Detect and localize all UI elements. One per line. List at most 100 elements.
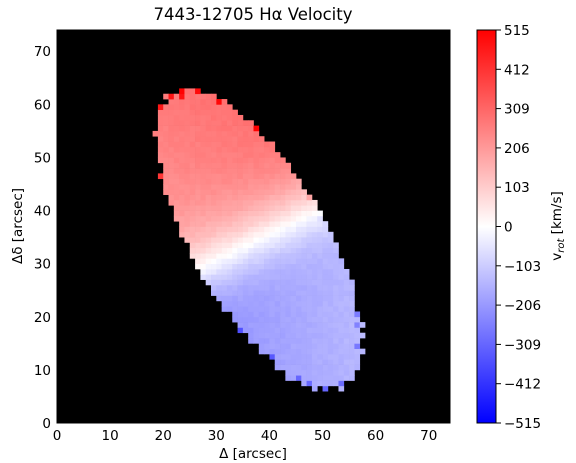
velocity-pixel — [317, 253, 323, 259]
velocity-pixel — [216, 168, 222, 174]
velocity-pixel — [327, 322, 334, 328]
velocity-pixel — [157, 104, 164, 111]
velocity-pixel — [290, 322, 297, 328]
velocity-pixel — [258, 242, 265, 249]
velocity-pixel — [327, 327, 334, 334]
velocity-pixel — [216, 284, 222, 291]
velocity-pixel — [295, 290, 302, 296]
velocity-pixel — [226, 178, 233, 185]
velocity-pixel — [189, 146, 196, 153]
velocity-pixel — [248, 215, 254, 222]
velocity-pixel — [338, 268, 345, 275]
velocity-pixel — [269, 258, 276, 265]
velocity-pixel — [226, 199, 233, 206]
velocity-pixel — [349, 284, 355, 291]
velocity-pixel — [264, 141, 270, 148]
velocity-pixel — [232, 215, 238, 222]
velocity-pixel — [301, 210, 307, 217]
velocity-pixel — [258, 290, 265, 296]
velocity-pixel — [163, 109, 169, 116]
velocity-pixel — [317, 343, 323, 349]
velocity-pixel — [327, 279, 334, 286]
velocity-pixel — [269, 205, 276, 211]
velocity-pixel — [253, 268, 260, 275]
velocity-pixel — [253, 168, 260, 174]
velocity-pixel — [205, 109, 212, 116]
velocity-pixel — [333, 306, 339, 312]
velocity-pixel — [226, 173, 233, 180]
velocity-pixel — [295, 253, 302, 259]
velocity-pixel — [168, 162, 175, 169]
velocity-pixel — [290, 343, 297, 349]
velocity-pixel — [295, 295, 302, 302]
velocity-pixel — [211, 189, 217, 195]
velocity-pixel — [349, 353, 355, 360]
colorbar-tick-label: −515 — [504, 416, 541, 432]
velocity-pixel — [264, 199, 270, 206]
velocity-pixel — [258, 221, 265, 227]
velocity-pixel — [343, 375, 350, 381]
velocity-pixel — [258, 311, 265, 318]
velocity-pixel — [248, 268, 254, 275]
velocity-pixel — [205, 268, 212, 275]
velocity-pixel — [237, 237, 244, 243]
velocity-pixel — [184, 130, 191, 137]
velocity-pixel — [338, 290, 345, 296]
velocity-pixel — [189, 173, 196, 180]
velocity-pixel — [269, 274, 276, 280]
velocity-pixel — [280, 311, 286, 318]
velocity-pixel — [237, 295, 244, 302]
velocity-pixel — [290, 194, 297, 201]
velocity-pixel — [221, 168, 228, 174]
velocity-pixel — [242, 311, 249, 318]
velocity-pixel — [226, 141, 233, 148]
velocity-pixel — [253, 189, 260, 195]
velocity-pixel — [280, 168, 286, 174]
velocity-pixel — [242, 120, 249, 126]
velocity-pixel — [264, 253, 270, 259]
velocity-pixel — [237, 157, 244, 164]
velocity-pixel — [269, 178, 276, 185]
velocity-pixel — [343, 284, 350, 291]
velocity-pixel — [354, 353, 361, 360]
velocity-pixel — [189, 157, 196, 164]
velocity-pixel — [248, 184, 254, 190]
velocity-pixel — [205, 104, 212, 111]
velocity-pixel — [311, 369, 318, 376]
velocity-pixel — [258, 247, 265, 254]
velocity-pixel — [248, 306, 254, 312]
velocity-pixel — [179, 226, 185, 233]
velocity-pixel — [195, 231, 201, 238]
velocity-pixel — [295, 311, 302, 318]
velocity-pixel — [274, 210, 281, 217]
velocity-pixel — [200, 210, 207, 217]
velocity-pixel — [338, 274, 345, 280]
velocity-pixel — [338, 332, 345, 339]
velocity-pixel — [285, 290, 292, 296]
velocity-pixel — [280, 284, 286, 291]
velocity-pixel — [211, 120, 217, 126]
velocity-pixel — [343, 338, 350, 344]
plot-frame — [56, 29, 451, 424]
velocity-pixel — [232, 316, 238, 323]
velocity-pixel — [354, 359, 361, 365]
y-tick-label: 40 — [34, 204, 51, 220]
velocity-pixel — [322, 263, 329, 270]
velocity-pixel — [327, 338, 334, 344]
velocity-pixel — [264, 162, 270, 169]
velocity-pixel — [216, 109, 222, 116]
velocity-pixel — [248, 210, 254, 217]
velocity-pixel — [232, 231, 238, 238]
velocity-pixel — [237, 194, 244, 201]
velocity-pixel — [269, 311, 276, 318]
velocity-pixel — [322, 279, 329, 286]
velocity-pixel — [211, 290, 217, 296]
velocity-pixel — [163, 189, 169, 195]
velocity-pixel — [168, 93, 175, 100]
velocity-pixel — [242, 247, 249, 254]
velocity-pixel — [343, 332, 350, 339]
velocity-pixel — [232, 284, 238, 291]
velocity-pixel — [306, 253, 313, 259]
velocity-pixel — [349, 364, 355, 371]
velocity-pixel — [322, 268, 329, 275]
